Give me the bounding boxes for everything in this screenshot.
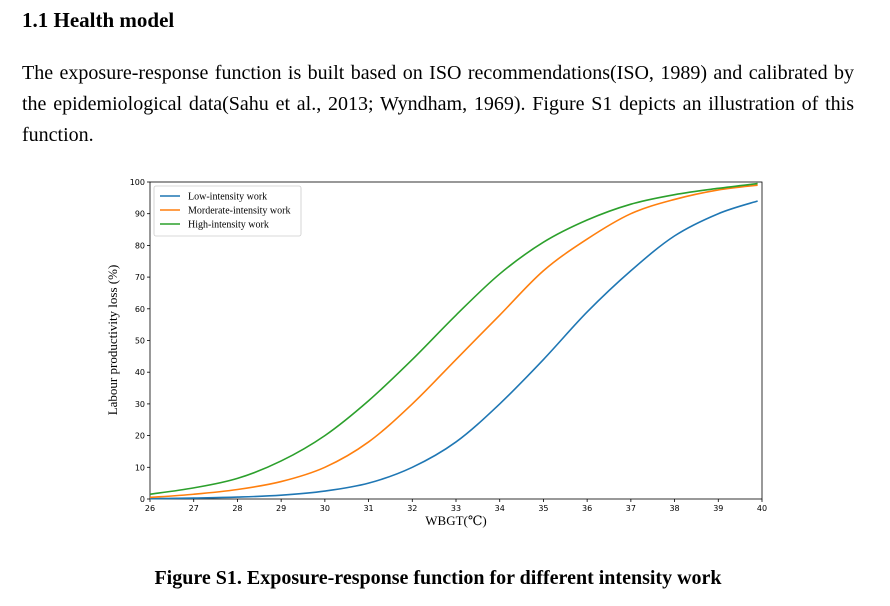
series-lines <box>149 182 758 500</box>
y-tick-label: 10 <box>135 463 145 472</box>
y-tick-label: 70 <box>135 273 145 282</box>
x-tick-label: 29 <box>276 504 286 513</box>
legend-label: Low-intensity work <box>188 192 267 203</box>
y-tick-label: 80 <box>135 241 145 250</box>
x-tick-label: 34 <box>495 504 505 513</box>
x-axis-label: WBGT(℃) <box>425 513 486 528</box>
x-tick-label: 38 <box>669 504 679 513</box>
x-tick-label: 37 <box>626 504 636 513</box>
x-ticks: 26 27 28 29 30 31 32 33 34 35 36 37 38 39 40 <box>145 499 767 513</box>
y-tick-label: 90 <box>135 210 145 219</box>
x-tick-label: 31 <box>363 504 373 513</box>
x-tick-label: 27 <box>189 504 199 513</box>
series-line-0 <box>149 200 758 500</box>
legend-label: High-intensity work <box>188 220 269 231</box>
y-tick-label: 100 <box>130 178 145 187</box>
legend: Low-intensity work Morderate-intensity wo… <box>153 185 302 237</box>
x-tick-label: 28 <box>232 504 242 513</box>
x-tick-label: 40 <box>757 504 767 513</box>
x-tick-label: 35 <box>538 504 548 513</box>
y-tick-label: 60 <box>135 305 145 314</box>
x-tick-label: 32 <box>407 504 417 513</box>
body-paragraph: The exposure-response function is built … <box>22 62 854 146</box>
series-line-2 <box>149 182 758 496</box>
section-heading: 1.1 Health model <box>22 8 175 32</box>
y-tick-label: 50 <box>135 337 145 346</box>
y-tick-label: 0 <box>140 495 145 504</box>
x-tick-label: 30 <box>320 504 330 513</box>
y-ticks: 0 10 20 30 40 50 60 70 80 90 100 <box>130 178 150 504</box>
legend-items: Low-intensity work Morderate-intensity wo… <box>160 192 290 231</box>
series-line-1 <box>149 184 758 499</box>
y-axis-label: Labour productivity loss (%) <box>105 265 120 416</box>
legend-label: Morderate-intensity work <box>188 206 290 217</box>
y-tick-label: 40 <box>135 368 145 377</box>
x-tick-label: 39 <box>713 504 723 513</box>
legend-box <box>153 185 302 237</box>
x-tick-label: 36 <box>582 504 592 513</box>
figure-caption: Figure S1. Exposure-response function fo… <box>154 567 722 589</box>
y-tick-label: 20 <box>135 432 145 441</box>
y-tick-label: 30 <box>135 400 145 409</box>
x-tick-label: 26 <box>145 504 155 513</box>
x-tick-label: 33 <box>451 504 461 513</box>
